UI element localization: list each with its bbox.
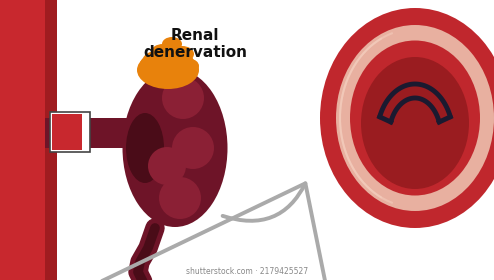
Ellipse shape [163, 50, 193, 70]
Ellipse shape [336, 25, 494, 211]
Bar [50, 112, 90, 152]
Ellipse shape [162, 77, 204, 119]
Bar [0, 0, 55, 280]
Ellipse shape [151, 44, 175, 60]
Bar [45, 0, 57, 280]
Text: shutterstock.com · 2179425527: shutterstock.com · 2179425527 [186, 267, 308, 276]
Ellipse shape [320, 8, 494, 228]
Ellipse shape [162, 37, 182, 51]
Text: Renal
denervation: Renal denervation [143, 28, 247, 60]
Ellipse shape [181, 59, 199, 73]
Ellipse shape [172, 127, 214, 169]
Ellipse shape [350, 41, 480, 195]
Bar [45, 118, 160, 148]
Ellipse shape [142, 51, 170, 73]
Bar [52, 114, 82, 150]
Ellipse shape [159, 177, 201, 219]
Ellipse shape [361, 57, 469, 189]
Ellipse shape [123, 69, 228, 227]
Ellipse shape [126, 113, 164, 183]
Ellipse shape [140, 56, 160, 72]
Ellipse shape [170, 46, 194, 62]
Ellipse shape [148, 147, 186, 185]
Ellipse shape [137, 51, 199, 89]
FancyArrowPatch shape [48, 183, 362, 280]
